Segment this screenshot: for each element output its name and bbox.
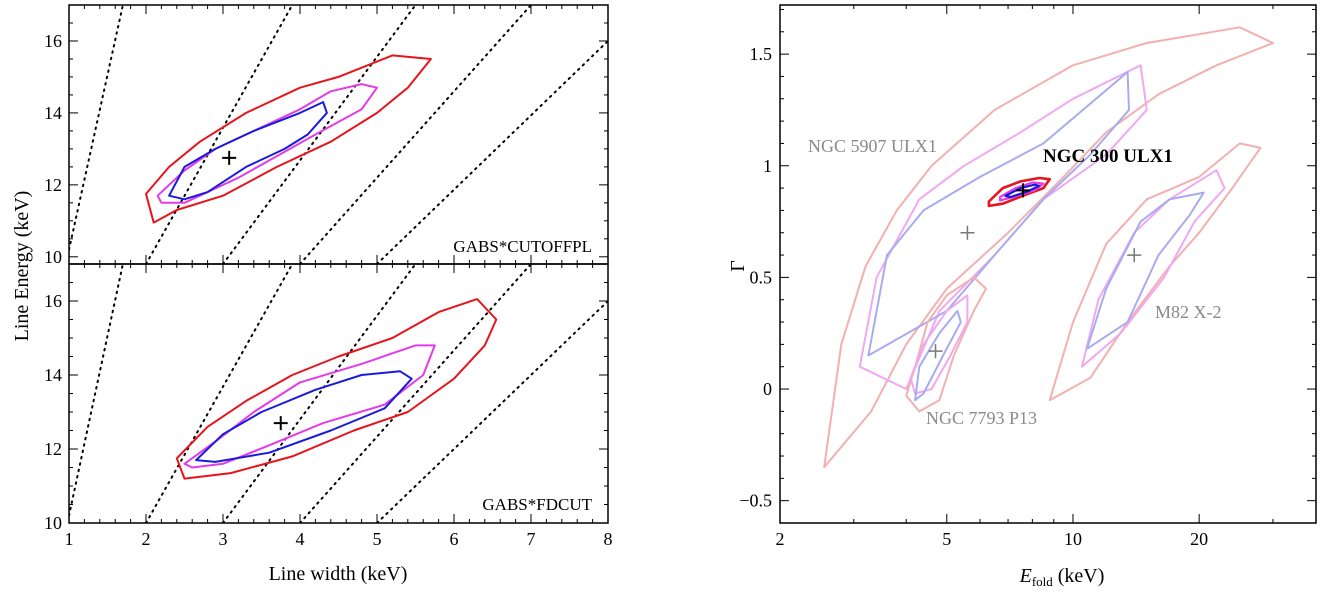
right-y-axis-title: Γ <box>727 260 749 272</box>
best-fit-marker <box>273 416 288 431</box>
y-tick-label: −0.5 <box>739 491 772 511</box>
contour-blue <box>168 101 328 201</box>
top-panel-label: GABS*CUTOFFPL <box>453 237 592 256</box>
panel-frame <box>68 4 609 265</box>
x-tick-label: 6 <box>450 529 459 549</box>
x-tick-label: 5 <box>942 529 951 549</box>
right-x-axis-title-sub: fold <box>1032 574 1053 589</box>
x-tick-label: 2 <box>142 529 151 549</box>
panel-frame <box>68 263 609 524</box>
diagonal-line-2 <box>222 264 417 523</box>
diagonal-line-4 <box>376 39 608 264</box>
x-tick-label: 1 <box>65 529 74 549</box>
y-tick-label: 1.5 <box>750 44 773 64</box>
x-tick-label: 7 <box>527 529 536 549</box>
contour-red <box>145 54 432 224</box>
y-tick-label: 12 <box>44 175 62 195</box>
y-tick-label: 14 <box>44 365 62 385</box>
y-tick-label: 16 <box>44 31 62 51</box>
contour-blue <box>195 370 413 463</box>
contour-ngc-7793-p13-magenta <box>909 294 969 395</box>
x-tick-label: 20 <box>1190 529 1208 549</box>
y-tick-label: 16 <box>44 291 62 311</box>
source-label-ngc7793: NGC 7793 P13 <box>926 408 1037 428</box>
contour-m82-x-2-red <box>1048 142 1262 402</box>
source-label-ngc5907: NGC 5907 ULX1 <box>808 136 937 156</box>
best-fit-marker <box>960 225 975 240</box>
y-tick-label: 14 <box>44 103 62 123</box>
diagonal-line-1 <box>145 264 294 523</box>
x-tick-label: 10 <box>1064 529 1082 549</box>
x-tick-label: 2 <box>776 529 785 549</box>
y-tick-label: 1 <box>763 156 772 176</box>
best-fit-marker <box>222 150 237 165</box>
diagonal-line-3 <box>299 264 532 523</box>
diagonal-line-2 <box>222 5 417 264</box>
x-tick-label: 3 <box>219 529 228 549</box>
y-tick-label: 12 <box>44 439 62 459</box>
contour-m82-x-2-blue <box>1086 191 1205 350</box>
x-tick-label: 4 <box>296 529 305 549</box>
contour-ngc-5907-ulx1-blue <box>867 71 1130 357</box>
contour-ngc-300-ulx1-blue <box>1004 183 1041 199</box>
contour-red <box>175 298 498 480</box>
panel-frame <box>779 4 1317 524</box>
right-panel: −0.5 0 0.5 1 1.5 2 5 10 20 <box>739 4 1317 549</box>
contour-ngc-7793-p13-red <box>905 276 987 413</box>
contour-m82-x-2-magenta <box>1080 169 1226 368</box>
best-fit-marker <box>1127 248 1142 263</box>
source-label-m82: M82 X-2 <box>1155 302 1222 322</box>
left-y-axis-title: Line Energy (keV) <box>11 191 33 342</box>
diagonal-line-0 <box>69 5 124 251</box>
left-top-panel: 10 12 14 16 <box>44 4 609 267</box>
best-fit-marker <box>928 344 943 359</box>
x-tick-label: 5 <box>373 529 382 549</box>
best-fit-marker <box>1016 183 1031 198</box>
bottom-panel-label: GABS*FDCUT <box>482 495 592 514</box>
contour-ngc-7793-p13-blue <box>914 309 962 402</box>
contour-magenta <box>183 344 436 469</box>
diagonal-line-1 <box>145 5 294 264</box>
diagonal-line-4 <box>376 300 608 523</box>
left-x-axis-title: Line width (keV) <box>269 563 408 585</box>
contour-ngc-5907-ulx1-magenta <box>858 64 1148 390</box>
y-tick-label: 10 <box>44 247 62 267</box>
diagonal-line-0 <box>69 264 124 517</box>
right-x-axis-title-unit: (keV) <box>1053 565 1105 587</box>
y-tick-label: 0 <box>763 379 772 399</box>
diagonal-line-3 <box>299 5 532 264</box>
y-tick-label: 10 <box>44 513 62 533</box>
y-tick-label: 0.5 <box>750 267 773 287</box>
right-x-axis-title: Efold (keV) <box>1019 565 1105 589</box>
contour-ngc-300-ulx1-red <box>987 176 1051 208</box>
source-label-ngc300: NGC 300 ULX1 <box>1043 146 1173 167</box>
right-x-axis-title-main: E <box>1019 565 1032 587</box>
x-tick-label: 8 <box>604 529 613 549</box>
contour-ngc-5907-ulx1-red <box>823 26 1274 469</box>
